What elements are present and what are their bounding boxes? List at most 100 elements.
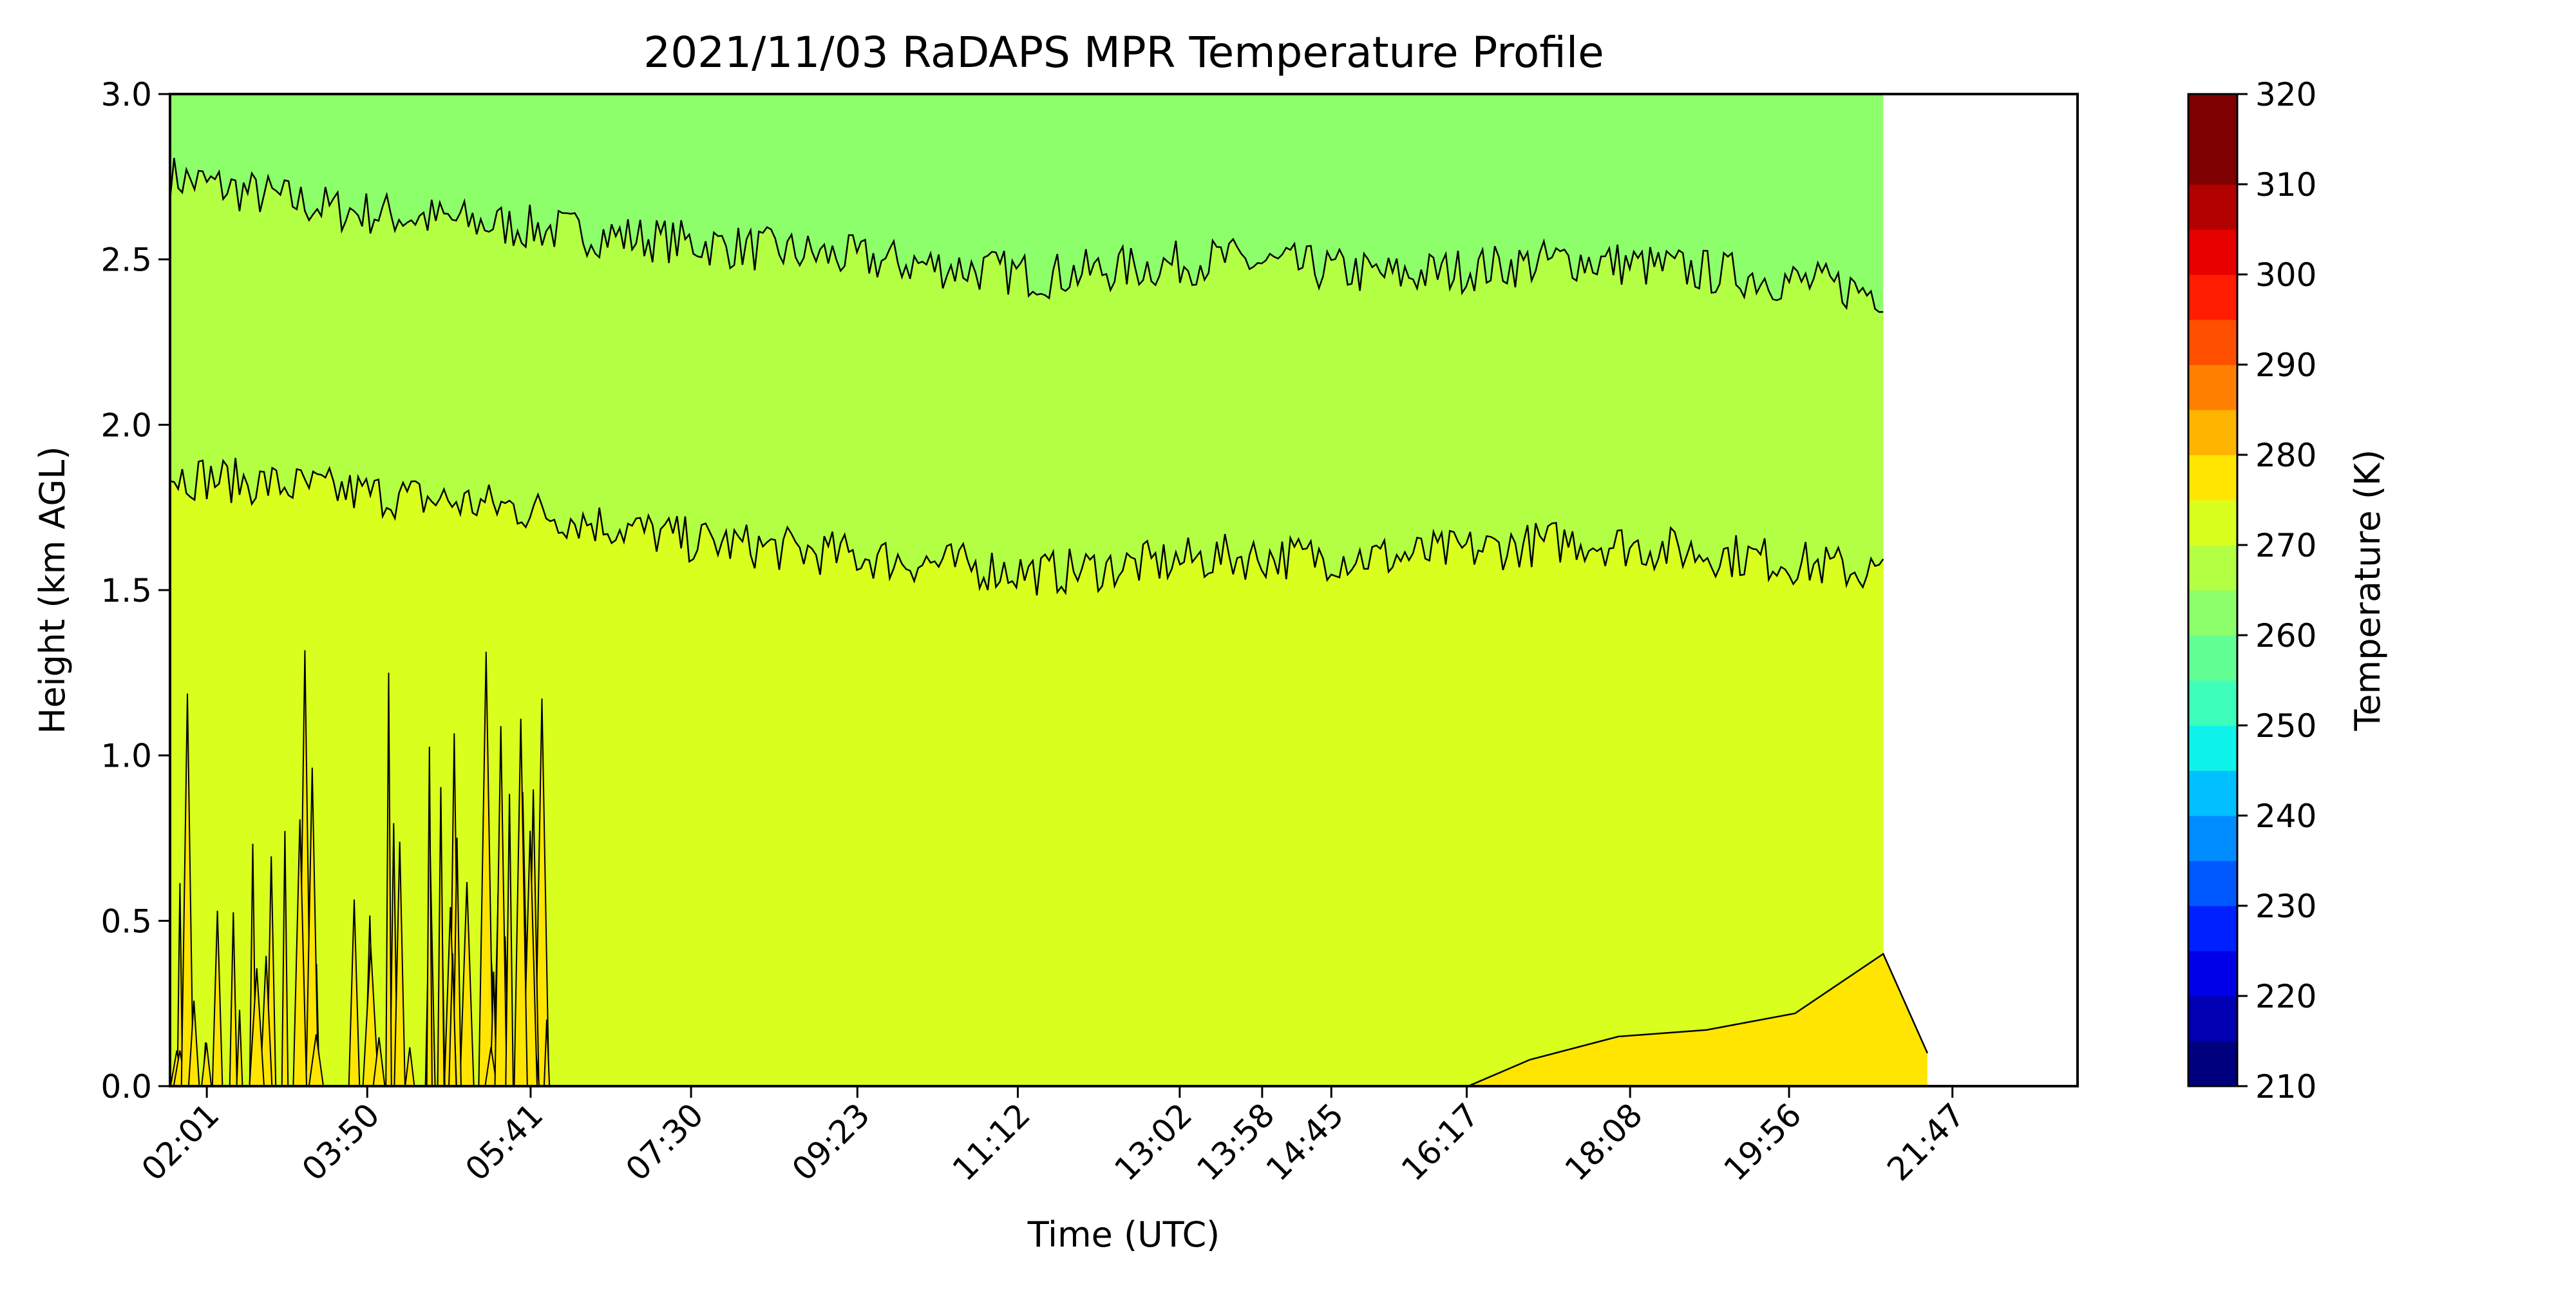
warm-spike xyxy=(448,953,457,1086)
colorbar-segment xyxy=(2188,184,2237,230)
x-tick-label: 07:30 xyxy=(619,1096,711,1188)
warm-spike xyxy=(459,882,475,1086)
contour-upper xyxy=(170,158,1884,313)
colorbar-segment xyxy=(2188,635,2237,681)
warm-spike xyxy=(505,794,514,1086)
colorbar-tick-label: 320 xyxy=(2255,76,2316,113)
colorbar-tick-label: 310 xyxy=(2255,166,2316,204)
warm-spike xyxy=(362,946,379,1086)
y-tick-label: 0.0 xyxy=(100,1068,152,1105)
colorbar-tick-label: 290 xyxy=(2255,347,2316,384)
warm-spike xyxy=(176,883,184,1086)
chart-title: 2021/11/03 RaDAPS MPR Temperature Profil… xyxy=(643,28,1604,77)
warm-spike xyxy=(348,899,361,1086)
x-tick-label: 09:23 xyxy=(785,1096,877,1188)
colorbar: 210 220 230 240 250 260 270 280 290 300 310 320 xyxy=(2187,76,2316,1105)
warm-spike xyxy=(484,1047,498,1086)
colorbar-segment xyxy=(2188,816,2237,861)
colorbar-segment xyxy=(2188,996,2237,1042)
colorbar-segment xyxy=(2188,545,2237,591)
x-tick-label: 14:45 xyxy=(1259,1096,1351,1188)
colorbar-tick-label: 230 xyxy=(2255,888,2316,925)
y-axis: 0.0 0.5 1.0 1.5 2.0 2.5 3.0 xyxy=(100,76,170,1105)
warm-spike xyxy=(372,1037,386,1086)
y-tick-label: 3.0 xyxy=(100,76,152,113)
warm-spike xyxy=(180,693,194,1086)
warm-spike xyxy=(260,955,273,1086)
colorbar-tick-label: 210 xyxy=(2255,1068,2316,1105)
colorbar-tick-label: 220 xyxy=(2255,978,2316,1015)
colorbar-segment xyxy=(2188,274,2237,320)
x-tick-label: 11:12 xyxy=(945,1096,1037,1188)
warm-spike xyxy=(534,698,550,1086)
contour-middle xyxy=(170,457,1884,596)
colorbar-segment xyxy=(2188,455,2237,501)
colorbar-tick-label: 270 xyxy=(2255,527,2316,564)
colorbar-segment xyxy=(2188,1041,2237,1087)
x-axis: 02:01 03:50 05:41 07:30 09:23 11:12 13:0213:58… xyxy=(135,1086,1972,1188)
warm-spike xyxy=(543,1019,551,1086)
y-tick-label: 2.0 xyxy=(100,406,152,444)
colorbar-label: Temperature (K) xyxy=(2347,450,2388,732)
warm-spike xyxy=(437,787,445,1086)
x-tick-label: 05:41 xyxy=(459,1096,551,1188)
colorbar-segment xyxy=(2188,229,2237,275)
warm-spike xyxy=(292,819,308,1086)
x-tick-label: 16:17 xyxy=(1394,1096,1486,1188)
colorbar-segment xyxy=(2188,320,2237,365)
colorbar-segment xyxy=(2188,951,2237,997)
colorbar-segment xyxy=(2188,770,2237,816)
x-tick-label: 18:08 xyxy=(1558,1096,1650,1188)
colorbar-segment xyxy=(2188,680,2237,726)
temperature-fill xyxy=(170,94,1927,1086)
colorbar-tick-label: 240 xyxy=(2255,798,2316,835)
colorbar-segment xyxy=(2188,365,2237,410)
colorbar-segment xyxy=(2188,139,2237,185)
band-275-280 xyxy=(170,457,1884,1086)
contour-lower xyxy=(1468,952,1929,1086)
colorbar-tick-label: 280 xyxy=(2255,437,2316,474)
warm-spike xyxy=(308,1034,325,1086)
warm-spike xyxy=(236,1009,243,1086)
x-tick-label: 03:50 xyxy=(295,1096,387,1188)
colorbar-tick-label: 250 xyxy=(2255,707,2316,745)
y-tick-label: 1.5 xyxy=(100,572,152,609)
y-tick-label: 0.5 xyxy=(100,903,152,940)
warm-spike xyxy=(187,1000,200,1086)
colorbar-tick-label: 260 xyxy=(2255,617,2316,655)
warm-spike xyxy=(385,673,392,1086)
x-tick-label: 13:02 xyxy=(1107,1096,1199,1188)
colorbar-segment xyxy=(2188,410,2237,455)
colorbar-segment xyxy=(2188,725,2237,771)
colorbar-segment xyxy=(2188,500,2237,546)
y-tick-label: 2.5 xyxy=(100,242,152,279)
x-tick-label: 02:01 xyxy=(135,1096,227,1188)
warm-spike xyxy=(229,912,238,1086)
warm-spike xyxy=(200,1042,213,1086)
y-tick-label: 1.0 xyxy=(100,738,152,775)
warm-spike xyxy=(249,968,265,1086)
temperature-contours xyxy=(170,158,1929,1086)
x-tick-label: 13:58 xyxy=(1189,1096,1282,1188)
colorbar-segment xyxy=(2188,590,2237,636)
warm-spike xyxy=(393,841,406,1086)
warm-spike xyxy=(281,830,289,1086)
warm-spike xyxy=(305,767,319,1086)
warm-spike xyxy=(478,651,495,1086)
warm-spike xyxy=(513,718,528,1086)
colorbar-segment xyxy=(2188,906,2237,952)
x-axis-label: Time (UTC) xyxy=(1027,1214,1220,1255)
warm-spike xyxy=(404,1047,415,1086)
warm-spike xyxy=(426,746,433,1086)
warm-spike xyxy=(211,910,223,1086)
colorbar-frame xyxy=(2187,93,2239,1087)
x-tick-label: 21:47 xyxy=(1880,1096,1972,1188)
colorbar-tick-label: 300 xyxy=(2255,256,2316,294)
colorbar-segment xyxy=(2188,861,2237,906)
band-280-285-late xyxy=(1468,953,1927,1086)
warm-spike xyxy=(494,726,507,1086)
y-axis-label: Height (km AGL) xyxy=(32,446,73,734)
x-tick-label: 19:56 xyxy=(1717,1096,1809,1188)
